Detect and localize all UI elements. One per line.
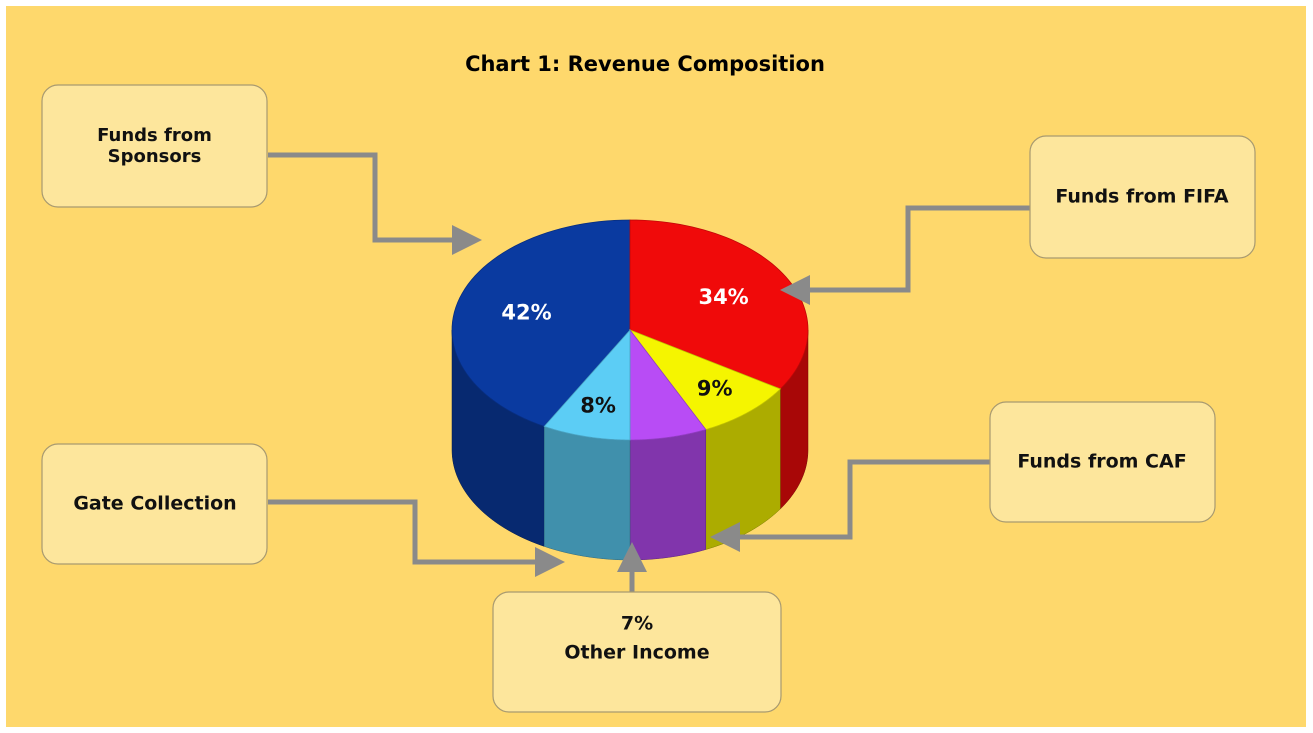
connector bbox=[710, 459, 990, 552]
callout-label: Gate Collection bbox=[73, 493, 236, 515]
callout-label: Funds from Sponsors bbox=[97, 125, 212, 167]
callout-value: 7% bbox=[621, 613, 653, 635]
callout: Funds from Sponsors bbox=[41, 84, 268, 208]
pie-tops: 42% 34% 9% 8% bbox=[451, 219, 809, 441]
callout-box bbox=[1029, 135, 1256, 259]
slice bbox=[628, 329, 782, 430]
callout-label: Funds from CAF bbox=[1017, 451, 1186, 473]
slice bbox=[451, 219, 631, 427]
connectors bbox=[268, 152, 1030, 592]
callout-box bbox=[492, 591, 782, 713]
data-label: 9% bbox=[697, 376, 733, 400]
connector bbox=[268, 499, 565, 577]
callout: Funds from FIFA bbox=[1029, 135, 1256, 259]
callout-text: Funds from Sponsors bbox=[97, 125, 212, 167]
slice bbox=[629, 328, 707, 441]
callout: Gate Collection bbox=[41, 443, 268, 565]
callout: Funds from CAF bbox=[989, 401, 1216, 523]
connector bbox=[780, 205, 1030, 305]
connector bbox=[268, 152, 482, 255]
slice-side bbox=[629, 429, 707, 561]
data-label: 8% bbox=[580, 394, 616, 418]
data-label: 34% bbox=[698, 285, 748, 309]
pie: 42% 34% 9% 8% bbox=[451, 219, 809, 561]
callout-box bbox=[989, 401, 1216, 523]
slice-side bbox=[543, 426, 631, 561]
callout-label: Funds from FIFA bbox=[1055, 186, 1229, 208]
callout-box bbox=[41, 443, 268, 565]
slice bbox=[543, 328, 631, 441]
pie-walls bbox=[451, 329, 809, 561]
callout: 7% Other Income bbox=[492, 591, 782, 713]
callout-box bbox=[41, 84, 268, 208]
data-label: 42% bbox=[501, 301, 551, 325]
callout-label: Other Income bbox=[564, 642, 709, 664]
chart-title: Chart 1: Revenue Composition bbox=[465, 52, 825, 76]
